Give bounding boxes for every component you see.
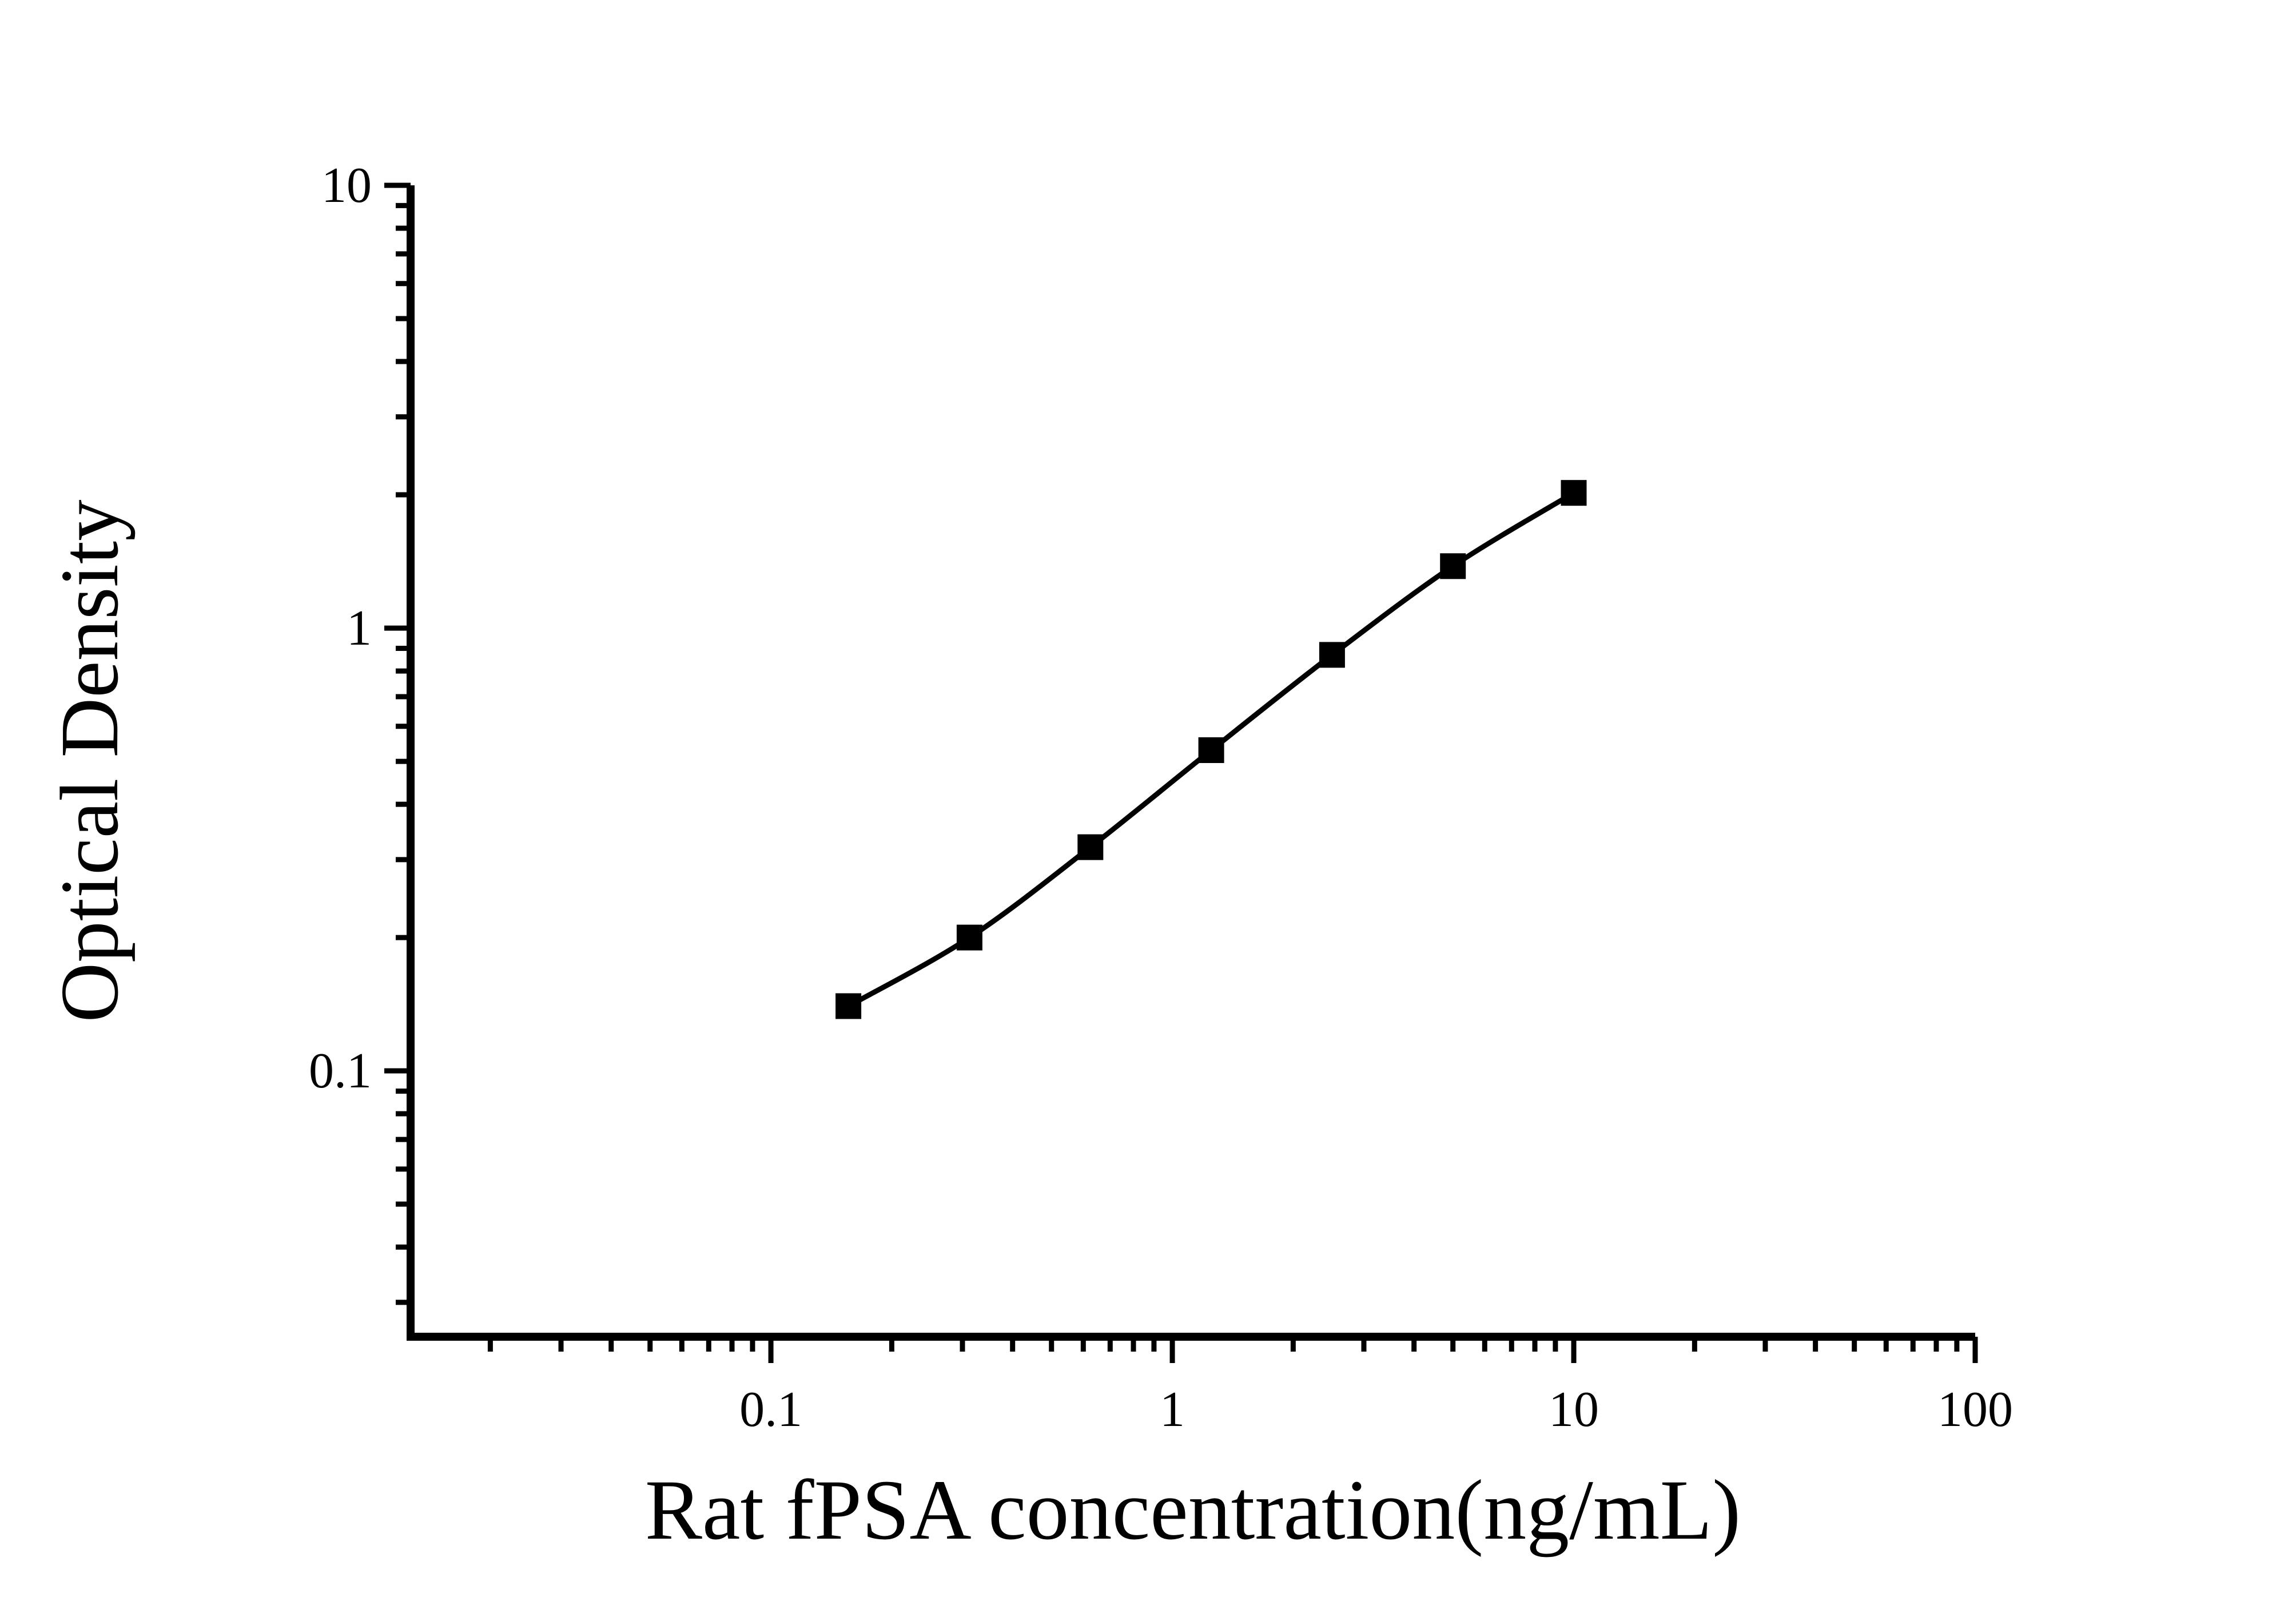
x-axis-title: Rat fPSA concentration(ng/mL)	[645, 1463, 1741, 1558]
y-tick-label: 0.1	[309, 1043, 372, 1099]
x-tick-label: 0.1	[739, 1382, 802, 1437]
y-tick-label: 10	[321, 158, 372, 213]
x-tick-label: 1	[1160, 1382, 1185, 1437]
data-series	[835, 480, 1587, 1019]
x-tick-label: 10	[1549, 1382, 1599, 1437]
y-tick-label: 1	[347, 601, 372, 656]
y-axis-title: Optical Density	[44, 499, 136, 1022]
plot-frame	[407, 185, 1975, 1341]
data-point-marker	[1077, 834, 1104, 860]
data-point-marker	[1440, 553, 1466, 579]
data-point-marker	[835, 993, 862, 1019]
data-point-marker	[1198, 737, 1224, 763]
data-point-marker	[1319, 642, 1345, 668]
axis-tick-labels: 0.1 1 10 100 0.1 1 10	[309, 158, 2013, 1437]
x-tick-label: 100	[1937, 1382, 2013, 1437]
axis-ticks	[384, 182, 1978, 1363]
data-point-marker	[956, 924, 982, 951]
axes	[407, 185, 1975, 1341]
data-point-marker	[1561, 480, 1587, 506]
